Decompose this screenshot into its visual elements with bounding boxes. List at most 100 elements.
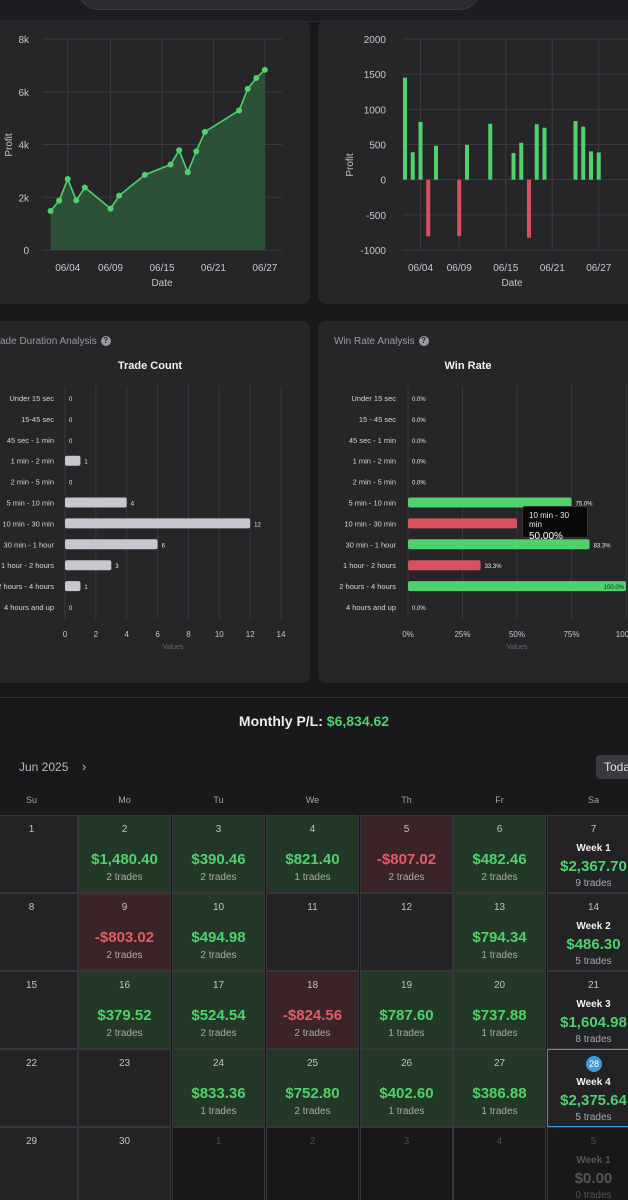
calendar-day-cell[interactable]: 10 $494.98 2 trades — [172, 893, 265, 971]
calendar-day-cell[interactable]: 15 — [0, 971, 78, 1049]
calendar-day-cell[interactable]: 18 -$824.56 2 trades — [266, 971, 359, 1049]
week-summary-cell[interactable]: 21 Week 3 $1,604.98 8 trades — [547, 971, 628, 1049]
day-trade-count: 1 trades — [388, 1028, 425, 1039]
value-bar — [408, 581, 626, 592]
calendar-day-cell[interactable]: 3 — [360, 1127, 453, 1200]
calendar-day-cell[interactable]: 24 $833.36 1 trades — [172, 1049, 265, 1127]
value-bar — [408, 497, 572, 508]
day-number: 5 — [403, 824, 410, 835]
day-number: 26 — [400, 1058, 413, 1069]
value-label: 0.0% — [412, 481, 426, 487]
category-label: 2 min - 5 min — [353, 478, 396, 487]
calendar-day-cell[interactable]: 2 $1,480.40 2 trades — [78, 815, 171, 893]
calendar-day-cell[interactable]: 17 $524.54 2 trades — [172, 971, 265, 1049]
week-summary-cell[interactable]: 28 Week 4 $2,375.64 5 trades — [547, 1049, 628, 1127]
calendar-day-cell[interactable]: 4 — [453, 1127, 546, 1200]
day-number: 14 — [587, 902, 600, 913]
today-button[interactable]: Today — [596, 755, 628, 779]
profit-point — [64, 176, 71, 183]
y-tick-label: 1000 — [364, 105, 387, 116]
calendar-day-cell[interactable]: 13 $794.34 1 trades — [453, 893, 546, 971]
week-trade-count: 0 trades — [575, 1190, 612, 1200]
calendar-day-cell[interactable]: 8 — [0, 893, 78, 971]
value-label: 83.3% — [594, 543, 612, 549]
profit-point — [81, 184, 88, 191]
calendar-day-cell[interactable]: 19 $787.60 1 trades — [360, 971, 453, 1049]
calendar-day-cell[interactable]: 23 — [78, 1049, 171, 1127]
week-summary-cell[interactable]: 5 Week 1 $0.00 0 trades — [547, 1127, 628, 1200]
weekday-label: Mo — [118, 795, 131, 805]
y-tick-label: -500 — [366, 211, 386, 222]
search-bar[interactable] — [78, 0, 480, 10]
day-pnl: $752.80 — [285, 1085, 340, 1102]
category-label: 10 min - 30 min — [344, 519, 396, 528]
calendar-day-cell[interactable]: 25 $752.80 2 trades — [266, 1049, 359, 1127]
calendar-day-cell[interactable]: 26 $402.60 1 trades — [360, 1049, 453, 1127]
calendar-day-cell[interactable]: 1 — [0, 815, 78, 893]
profit-point — [193, 148, 200, 155]
weekday-label: Su — [25, 795, 37, 805]
category-label: 15 - 45 sec — [359, 415, 396, 424]
help-icon[interactable]: ? — [100, 336, 111, 347]
day-pnl: $386.88 — [472, 1085, 527, 1102]
value-bar — [65, 518, 251, 529]
help-icon[interactable]: ? — [418, 336, 429, 347]
day-number: 10 — [212, 902, 225, 913]
win-rate-chart-title: Win Rate — [444, 360, 492, 372]
calendar-day-cell[interactable]: 2 — [266, 1127, 359, 1200]
monthly-pl-value: $6,834.62 — [326, 713, 390, 729]
calendar-day-cell[interactable]: 9 -$803.02 2 trades — [78, 893, 171, 971]
day-pnl: $737.88 — [472, 1007, 527, 1024]
day-number: 18 — [306, 980, 319, 991]
value-label: 0.0% — [412, 418, 426, 424]
category-label: 30 min - 1 hour — [346, 540, 397, 549]
week-summary-cell[interactable]: 7 Week 1 $2,367.70 9 trades — [547, 815, 628, 893]
value-label: 0.0% — [412, 606, 426, 612]
y-tick-label: 6k — [18, 88, 30, 99]
day-number: 1 — [28, 824, 35, 835]
category-label: 5 min - 10 min — [6, 499, 54, 508]
daily-profit-bar — [542, 127, 547, 180]
day-pnl: $794.34 — [472, 929, 527, 946]
day-number: 25 — [306, 1058, 319, 1069]
day-number: 12 — [400, 902, 413, 913]
monthly-pl: Monthly P/L: $6,834.62 — [0, 713, 628, 729]
calendar-day-cell[interactable]: 3 $390.46 2 trades — [172, 815, 265, 893]
calendar-day-cell[interactable]: 27 $386.88 1 trades — [453, 1049, 546, 1127]
chart-tooltip: 10 min - 30 min 50.00% — [522, 506, 588, 542]
calendar-day-cell[interactable]: 16 $379.52 2 trades — [78, 971, 171, 1049]
value-label: 100.0% — [604, 585, 625, 591]
month-label: Jun 2025 — [19, 760, 69, 774]
profit-point — [47, 207, 54, 214]
day-number: 21 — [587, 980, 600, 991]
calendar-day-cell[interactable]: 4 $821.40 1 trades — [266, 815, 359, 893]
x-tick-label: 2 — [94, 630, 99, 639]
calendar-day-cell[interactable]: 30 — [78, 1127, 171, 1200]
cumulative-profit-chart: 0 2k 4k 6k 8k 06/04 06/09 06/15 06/21 06/27 Date Pr… — [4, 35, 282, 289]
calendar-day-cell[interactable]: 29 — [0, 1127, 78, 1200]
cumulative-profit-card: 0 2k 4k 6k 8k 06/04 06/09 06/15 06/21 06/27 Date Pr… — [0, 20, 310, 304]
calendar-day-cell[interactable]: 12 — [360, 893, 453, 971]
calendar-day-cell[interactable]: 6 $482.46 2 trades — [453, 815, 546, 893]
week-label: Week 2 — [576, 921, 611, 932]
week-total: $486.30 — [566, 936, 621, 953]
daily-profit-bar — [434, 145, 438, 180]
x-tick-label: 06/27 — [252, 263, 277, 274]
x-tick-label: 06/04 — [55, 263, 80, 274]
day-trade-count: 1 trades — [388, 1106, 425, 1117]
calendar-day-cell[interactable]: 22 — [0, 1049, 78, 1127]
value-label: 0.0% — [412, 439, 426, 445]
week-summary-cell[interactable]: 14 Week 2 $486.30 5 trades — [547, 893, 628, 971]
calendar-day-cell[interactable]: 20 $737.88 1 trades — [453, 971, 546, 1049]
y-axis-label: Profit — [345, 153, 356, 177]
daily-profit-bar — [418, 121, 423, 180]
calendar-day-cell[interactable]: 1 — [172, 1127, 265, 1200]
calendar-day-cell[interactable]: 11 — [266, 893, 359, 971]
chevron-right-icon[interactable]: › — [82, 759, 87, 774]
calendar-day-cell[interactable]: 5 -$807.02 2 trades — [360, 815, 453, 893]
daily-profit-bar — [488, 123, 493, 180]
day-trade-count: 2 trades — [294, 1106, 331, 1117]
daily-profit-bar — [573, 121, 578, 180]
y-tick-label: 4k — [18, 141, 30, 152]
